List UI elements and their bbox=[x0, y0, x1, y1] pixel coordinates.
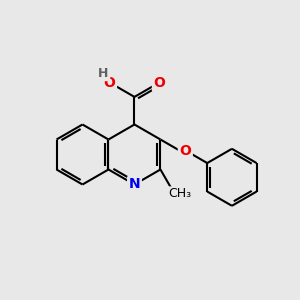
Text: H: H bbox=[98, 67, 109, 80]
Text: O: O bbox=[179, 144, 191, 158]
Text: O: O bbox=[103, 76, 116, 90]
Text: O: O bbox=[153, 76, 165, 90]
Text: CH₃: CH₃ bbox=[169, 188, 192, 200]
Text: N: N bbox=[129, 178, 140, 191]
